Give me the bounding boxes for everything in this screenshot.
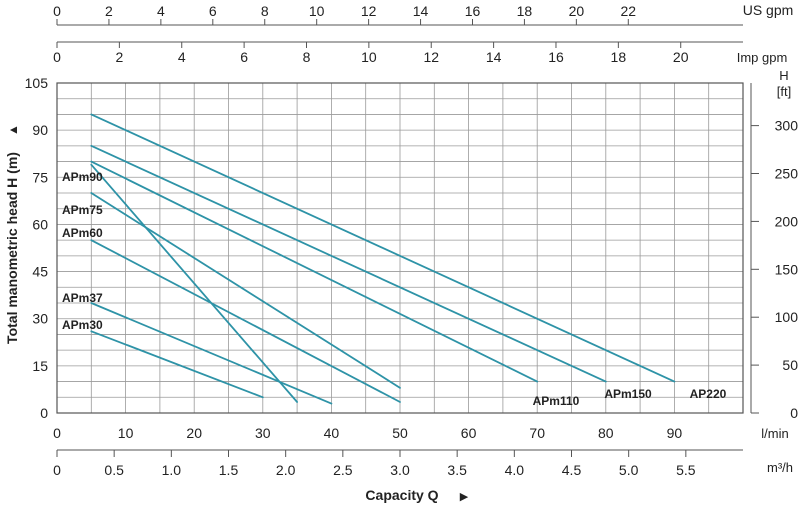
series-label-apm60: APm60 bbox=[62, 226, 103, 240]
y-tick-label: 105 bbox=[25, 75, 49, 91]
series-labels: APm30 APm37 APm60 APm75 APm90 APm110 APm150 AP2… bbox=[62, 170, 727, 408]
x-axis-title: Capacity Q bbox=[365, 487, 438, 503]
m3h-tick-label: 4.0 bbox=[505, 462, 525, 478]
y-tick-label: 75 bbox=[32, 169, 48, 185]
imp-gpm-tick-label: 8 bbox=[303, 49, 311, 65]
lpm-tick-label: 40 bbox=[324, 425, 340, 441]
us-gpm-tick-label: 6 bbox=[209, 3, 217, 19]
series-line-apm60 bbox=[90, 239, 401, 403]
us-gpm-tick-label: 2 bbox=[105, 3, 113, 19]
series-label-apm30: APm30 bbox=[62, 318, 103, 332]
imp-gpm-tick-label: 10 bbox=[361, 49, 377, 65]
us-gpm-tick-label: 18 bbox=[517, 3, 533, 19]
series-label-apm150: APm150 bbox=[604, 387, 652, 401]
m3h-tick-label: 4.5 bbox=[562, 462, 582, 478]
m3h-tick-label: 5.0 bbox=[619, 462, 639, 478]
ft-tick-label: 200 bbox=[775, 213, 799, 229]
us-gpm-unit: US gpm bbox=[743, 2, 794, 18]
imp-gpm-tick-label: 2 bbox=[115, 49, 123, 65]
m3h-tick-label: 1.5 bbox=[219, 462, 239, 478]
imp-gpm-tick-label: 6 bbox=[240, 49, 248, 65]
imp-gpm-tick-label: 14 bbox=[486, 49, 502, 65]
m3h-tick-label: 2.5 bbox=[333, 462, 353, 478]
m3h-tick-label: 0.5 bbox=[104, 462, 124, 478]
lpm-tick-label: 70 bbox=[529, 425, 545, 441]
ft-tick-label: 300 bbox=[775, 118, 799, 134]
ft-tick-label: 100 bbox=[775, 309, 799, 325]
plot-frame bbox=[56, 82, 744, 414]
us-gpm-tick-label: 16 bbox=[465, 3, 481, 19]
series-line-apm110 bbox=[90, 160, 539, 383]
y-tick-label: 30 bbox=[32, 311, 48, 327]
imp-gpm-tick-label: 12 bbox=[423, 49, 439, 65]
grid bbox=[56, 82, 744, 414]
imp-gpm-tick-label: 16 bbox=[548, 49, 564, 65]
series-line-apm150 bbox=[90, 144, 607, 383]
imp-gpm-tick-label: 4 bbox=[178, 49, 186, 65]
ft-tick-label: 150 bbox=[775, 261, 799, 277]
series-label-apm90: APm90 bbox=[62, 170, 103, 184]
x-axis-arrow: ▶ bbox=[460, 491, 469, 503]
series-lines bbox=[90, 113, 676, 405]
y-tick-label: 60 bbox=[32, 216, 48, 232]
m3h-tick-label: 5.5 bbox=[676, 462, 696, 478]
series-line-apm90 bbox=[90, 163, 299, 403]
y-tick-label: 45 bbox=[32, 264, 48, 280]
series-line-apm30 bbox=[90, 330, 264, 399]
lpm-tick-label: 90 bbox=[667, 425, 683, 441]
ft-axis-unit-ft: [ft] bbox=[777, 84, 791, 99]
plot-border bbox=[56, 82, 744, 414]
lpm-tick-label: 0 bbox=[53, 425, 61, 441]
y-tick-label: 90 bbox=[32, 122, 48, 138]
lpm-tick-label: 60 bbox=[461, 425, 477, 441]
m3h-unit: m³/h bbox=[767, 460, 793, 475]
imp-gpm-unit: Imp gpm bbox=[737, 50, 788, 65]
y-tick-label: 0 bbox=[40, 405, 48, 421]
imp-gpm-tick-label: 18 bbox=[611, 49, 627, 65]
m3h-tick-label: 0 bbox=[53, 462, 61, 478]
ft-axis-unit-h: H bbox=[779, 68, 788, 83]
ft-tick-label: 250 bbox=[775, 166, 799, 182]
m3h-tick-label: 3.5 bbox=[447, 462, 467, 478]
m3h-tick-label: 1.0 bbox=[162, 462, 182, 478]
lpm-tick-label: 20 bbox=[186, 425, 202, 441]
imp-gpm-tick-label: 20 bbox=[673, 49, 689, 65]
series-label-ap220: AP220 bbox=[690, 387, 727, 401]
ft-tick-label: 50 bbox=[782, 357, 798, 373]
imp-gpm-tick-label: 0 bbox=[53, 49, 61, 65]
us-gpm-tick-label: 10 bbox=[309, 3, 325, 19]
us-gpm-tick-label: 20 bbox=[569, 3, 585, 19]
series-line-ap220 bbox=[90, 113, 676, 383]
us-gpm-tick-label: 8 bbox=[261, 3, 269, 19]
y-tick-label: 15 bbox=[32, 358, 48, 374]
series-line-apm75 bbox=[90, 192, 401, 389]
us-gpm-tick-label: 14 bbox=[413, 3, 429, 19]
y-axis-arrow: ▲ bbox=[6, 124, 20, 136]
lpm-tick-label: 10 bbox=[118, 425, 134, 441]
m3h-tick-label: 2.0 bbox=[276, 462, 296, 478]
lpm-unit: l/min bbox=[761, 426, 788, 441]
us-gpm-tick-label: 0 bbox=[53, 3, 61, 19]
us-gpm-tick-label: 4 bbox=[157, 3, 165, 19]
series-line-apm37 bbox=[90, 302, 333, 405]
lpm-tick-label: 30 bbox=[255, 425, 271, 441]
us-gpm-tick-label: 12 bbox=[361, 3, 377, 19]
lpm-tick-label: 50 bbox=[392, 425, 408, 441]
y-axis-title: Total manometric head H (m) bbox=[4, 152, 20, 344]
series-label-apm75: APm75 bbox=[62, 203, 103, 217]
ft-tick-label: 0 bbox=[790, 405, 798, 421]
lpm-tick-label: 80 bbox=[598, 425, 614, 441]
us-gpm-tick-label: 22 bbox=[621, 3, 637, 19]
m3h-tick-label: 3.0 bbox=[390, 462, 410, 478]
series-label-apm110: APm110 bbox=[533, 394, 580, 408]
series-label-apm37: APm37 bbox=[62, 291, 103, 305]
